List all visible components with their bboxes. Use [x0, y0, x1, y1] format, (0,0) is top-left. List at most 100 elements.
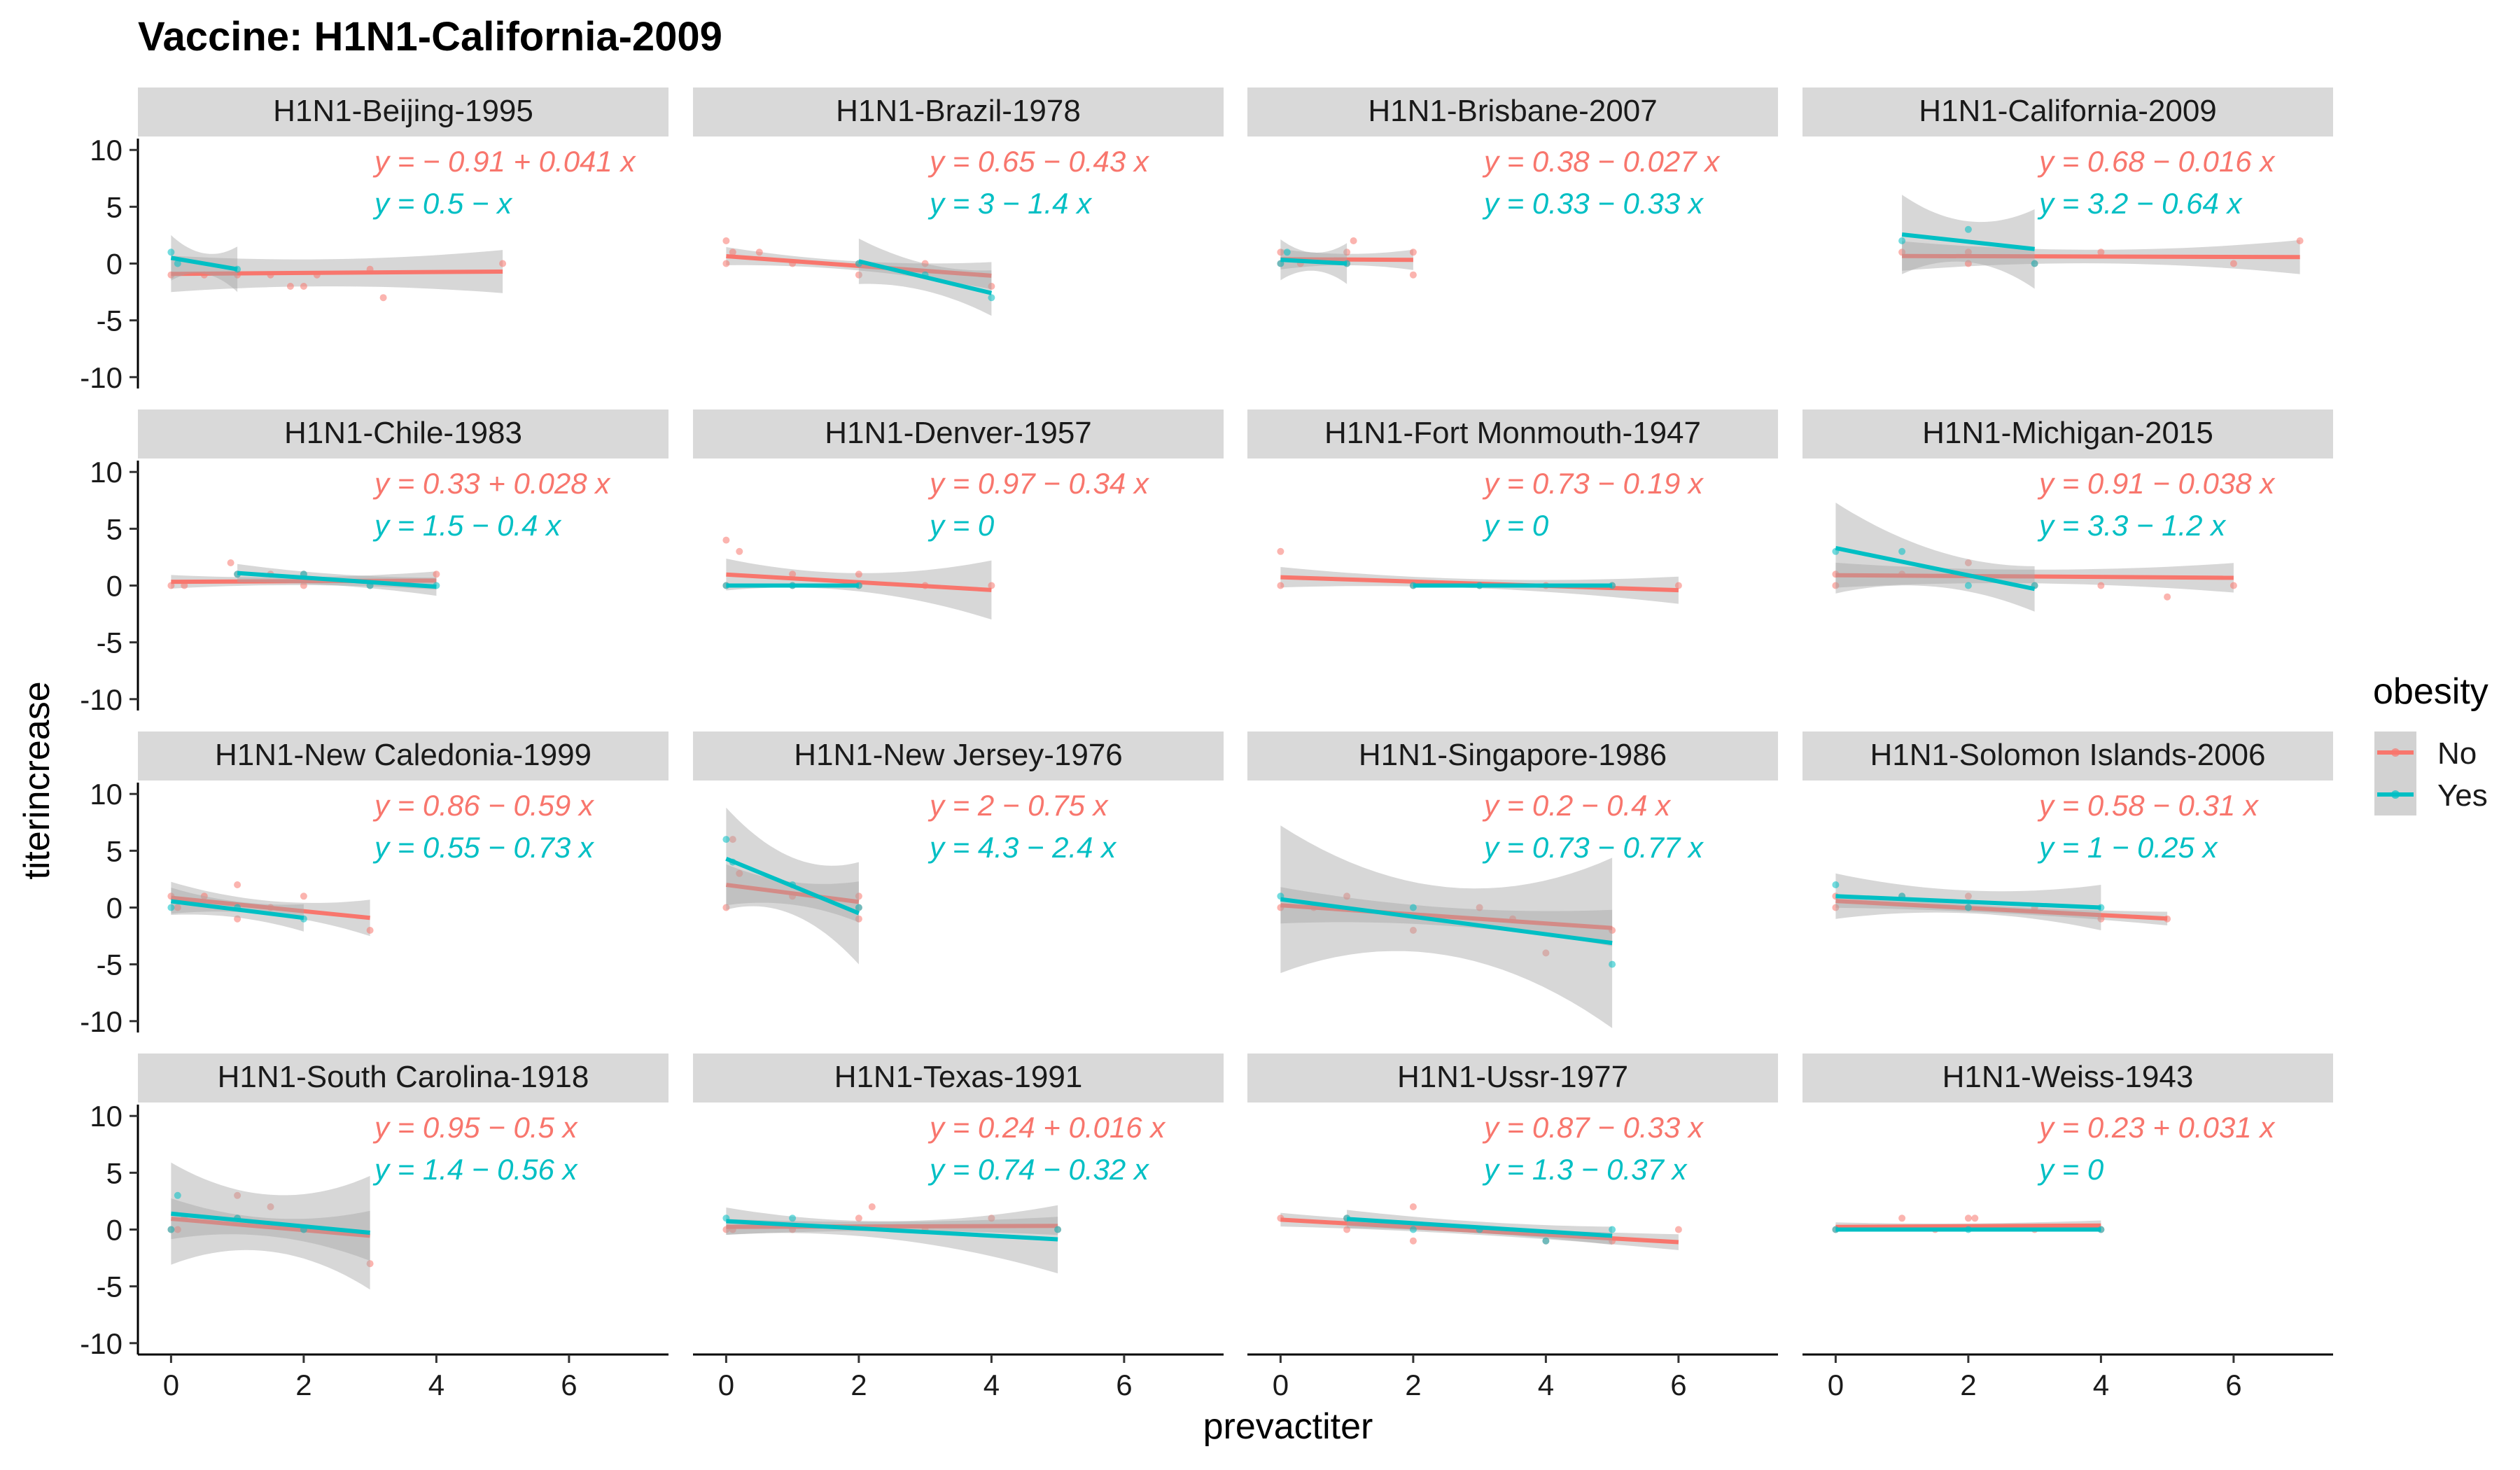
data-point-no: [1277, 582, 1284, 589]
panel: H1N1-New Caledonia-1999 y = 0.86 − 0.59 x…: [80, 732, 668, 1038]
data-point-no: [729, 836, 736, 844]
legend-item-no: No: [2374, 732, 2477, 774]
data-point-no: [729, 248, 736, 256]
data-point-no: [789, 570, 797, 578]
panel-title: H1N1-Beijing-1995: [273, 94, 533, 128]
data-point-no: [988, 1214, 995, 1222]
confidence-band-yes: [1280, 825, 1613, 1028]
x-tick-label: 2: [295, 1368, 312, 1401]
legend-title: obesity: [2373, 671, 2488, 712]
equation-yes: y = 0.73 − 0.77 x: [1482, 831, 1704, 864]
data-point-yes: [174, 260, 181, 267]
panel-title: H1N1-Brisbane-2007: [1368, 94, 1657, 128]
data-point-no: [1542, 949, 1550, 957]
equation-yes: y = 3.3 − 1.2 x: [2037, 509, 2227, 542]
confidence-band-yes: [726, 1205, 1058, 1274]
data-point-no: [227, 559, 234, 566]
data-point-no: [1409, 271, 1417, 279]
x-axis-label: prevactiter: [1203, 1406, 1373, 1447]
data-point-no: [988, 283, 995, 290]
y-tick-label: 10: [90, 456, 122, 489]
panel-strip: [138, 1054, 668, 1102]
x-tick-label: 0: [718, 1368, 734, 1401]
data-point-no: [722, 260, 730, 267]
data-point-no: [2097, 248, 2105, 256]
data-point-no: [1964, 248, 1972, 256]
data-point-no: [1277, 547, 1284, 555]
regression-line-yes: [1280, 897, 1613, 946]
y-tick-label: 5: [106, 1156, 122, 1189]
data-point-no: [868, 1203, 876, 1210]
data-point-no: [1409, 927, 1417, 934]
equation-yes: y = 0: [2037, 1153, 2104, 1186]
y-tick-label: -10: [80, 1327, 122, 1360]
panel: H1N1-Denver-1957 y = 0.97 − 0.34 x y = 0: [693, 410, 1224, 620]
data-point-no: [855, 570, 862, 578]
data-point-no: [736, 869, 743, 877]
equation-no: y = 0.38 − 0.027 x: [1482, 145, 1721, 178]
x-tick-label: 4: [2093, 1368, 2109, 1401]
regression-line-yes: [171, 1211, 370, 1236]
data-point-no: [1409, 248, 1417, 256]
equation-no: y = 0.68 − 0.016 x: [2037, 145, 2276, 178]
panel: H1N1-Michigan-2015 y = 0.91 − 0.038 x y = …: [1802, 410, 2333, 612]
data-point-no: [366, 927, 374, 934]
panel-title: H1N1-Weiss-1943: [1942, 1060, 2194, 1094]
data-point-yes: [1409, 1226, 1417, 1233]
x-tick-label: 0: [163, 1368, 179, 1401]
chart-title: Vaccine: H1N1-California-2009: [138, 14, 722, 59]
panel-title: H1N1-Michigan-2015: [1922, 416, 2213, 450]
data-point-no: [2164, 593, 2171, 601]
legend-key-point: [2391, 790, 2400, 799]
data-point-no: [300, 283, 307, 290]
data-point-no: [1343, 248, 1351, 256]
data-point-no: [1343, 892, 1351, 900]
equation-yes: y = 0.55 − 0.73 x: [372, 831, 595, 864]
y-tick-label: -10: [80, 361, 122, 394]
panel: H1N1-Fort Monmouth-1947 y = 0.73 − 0.19 x…: [1247, 410, 1778, 604]
x-tick-label: 4: [983, 1368, 1000, 1401]
panel-title: H1N1-Solomon Islands-2006: [1870, 738, 2266, 772]
y-tick-label: 5: [106, 512, 122, 545]
y-tick-label: 0: [106, 892, 122, 925]
confidence-band-yes: [1835, 503, 2035, 612]
equation-yes: y = 0: [1482, 509, 1549, 542]
equation-no: y = 0.73 − 0.19 x: [1482, 467, 1704, 500]
data-point-yes: [167, 904, 175, 911]
data-point-yes: [1832, 881, 1840, 888]
regression-line-yes: [171, 899, 304, 920]
equation-yes: y = 1.5 − 0.4 x: [372, 509, 562, 542]
panel-strip: [1247, 732, 1778, 780]
panel-title: H1N1-Chile-1983: [284, 416, 522, 450]
panel: H1N1-New Jersey-1976 y = 2 − 0.75 x y = 4.…: [693, 732, 1224, 965]
panel: H1N1-Brazil-1978 y = 0.65 − 0.43 x y = 3 −…: [693, 88, 1224, 316]
panel-strip: [1802, 1054, 2333, 1102]
regression-line-no: [171, 895, 370, 920]
y-tick-label: 5: [106, 834, 122, 867]
panel-title: H1N1-Brazil-1978: [836, 94, 1081, 128]
y-tick-label: -10: [80, 683, 122, 716]
equation-yes: y = 0.5 − x: [372, 187, 513, 220]
panel-strip: [138, 732, 668, 780]
panel: H1N1-Texas-1991 y = 0.24 + 0.016 x y = 0.7…: [693, 1054, 1224, 1401]
panel: H1N1-Weiss-1943 y = 0.23 + 0.031 x y = 0 0 2…: [1802, 1054, 2333, 1401]
x-tick-label: 6: [561, 1368, 577, 1401]
data-point-no: [234, 881, 241, 888]
equation-no: y = 0.87 − 0.33 x: [1482, 1111, 1704, 1144]
data-point-yes: [1898, 547, 1906, 555]
legend-label: No: [2437, 736, 2477, 771]
data-point-no: [1832, 904, 1840, 911]
panel: H1N1-South Carolina-1918 y = 0.95 − 0.5 x…: [80, 1054, 668, 1401]
legend-key-point: [2391, 748, 2400, 757]
x-tick-label: 2: [1960, 1368, 1976, 1401]
equation-yes: y = 1.4 − 0.56 x: [372, 1153, 579, 1186]
panel-strip: [693, 732, 1224, 780]
panel-title: H1N1-New Caledonia-1999: [215, 738, 592, 772]
data-point-no: [433, 570, 440, 578]
regression-line-no: [171, 269, 503, 276]
y-tick-label: 5: [106, 190, 122, 223]
equation-no: y = 0.58 − 0.31 x: [2037, 789, 2260, 822]
equation-no: y = − 0.91 + 0.041 x: [372, 145, 636, 178]
data-point-no: [1674, 582, 1682, 589]
panel: H1N1-Ussr-1977 y = 0.87 − 0.33 x y = 1.3 −…: [1247, 1054, 1778, 1401]
